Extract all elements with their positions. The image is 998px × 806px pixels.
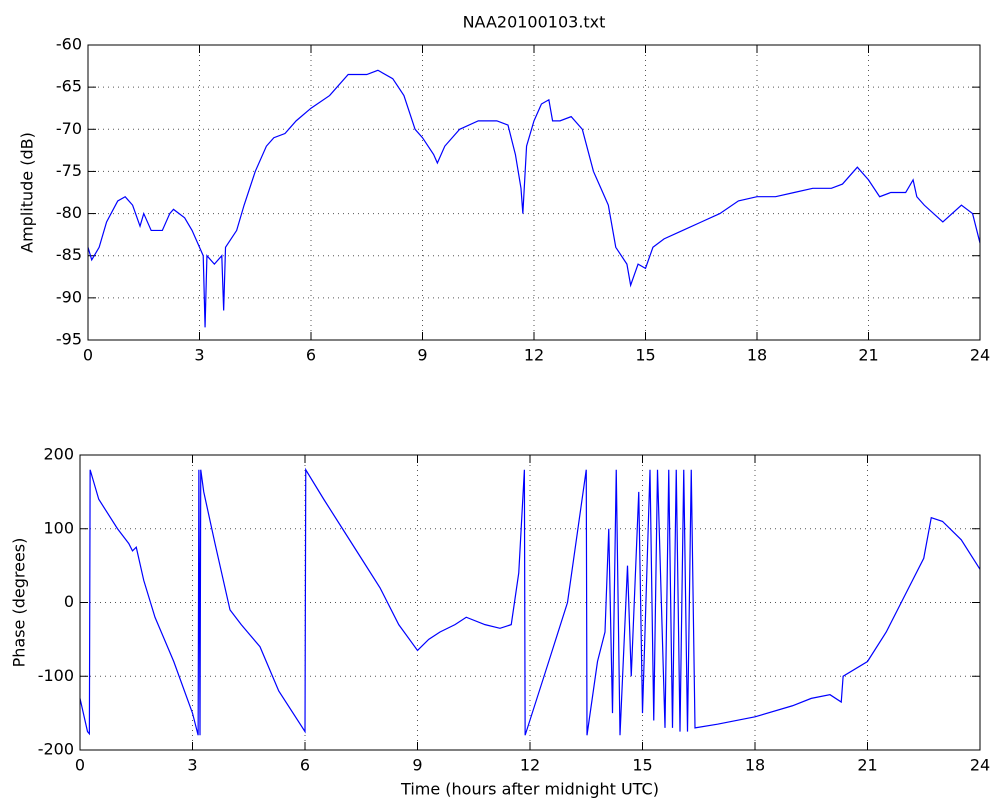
x-tick-label: 24 [970, 346, 990, 365]
y-tick-label: -90 [56, 287, 82, 306]
x-tick-label: 12 [524, 346, 544, 365]
x-tick-label: 21 [858, 346, 878, 365]
y-tick-label: 100 [43, 518, 74, 537]
x-tick-label: 21 [857, 756, 877, 775]
y-tick-label: -95 [56, 330, 82, 349]
data-line [79, 467, 981, 736]
x-tick-label: 18 [747, 346, 767, 365]
x-axis-label: Time (hours after midnight UTC) [400, 780, 659, 799]
y-tick-label: -80 [56, 203, 82, 222]
y-tick-label: -70 [56, 119, 82, 138]
y-tick-label: 0 [64, 592, 74, 611]
x-tick-label: 12 [520, 756, 540, 775]
x-tick-label: 18 [745, 756, 765, 775]
x-tick-label: 3 [187, 756, 197, 775]
x-tick-label: 15 [635, 346, 655, 365]
y-tick-label: -75 [56, 161, 82, 180]
x-tick-label: 0 [75, 756, 85, 775]
data-line [87, 69, 981, 328]
x-tick-label: 6 [300, 756, 310, 775]
y-tick-label: -200 [38, 740, 74, 759]
x-tick-label: 9 [417, 346, 427, 365]
x-tick-label: 15 [632, 756, 652, 775]
y-axis-label: Phase (degrees) [10, 538, 29, 668]
x-tick-label: 0 [83, 346, 93, 365]
y-tick-label: -65 [56, 77, 82, 96]
axes-box [79, 454, 981, 751]
y-axis-label: Amplitude (dB) [18, 132, 37, 253]
x-tick-label: 9 [412, 756, 422, 775]
x-tick-label: 3 [194, 346, 204, 365]
y-tick-label: -60 [56, 35, 82, 54]
x-tick-label: 24 [970, 756, 990, 775]
x-tick-label: 6 [306, 346, 316, 365]
y-tick-label: 200 [43, 445, 74, 464]
chart-title: NAA20100103.txt [463, 13, 606, 32]
y-tick-label: -100 [38, 666, 74, 685]
axes-box [87, 44, 981, 341]
y-tick-label: -85 [56, 245, 82, 264]
